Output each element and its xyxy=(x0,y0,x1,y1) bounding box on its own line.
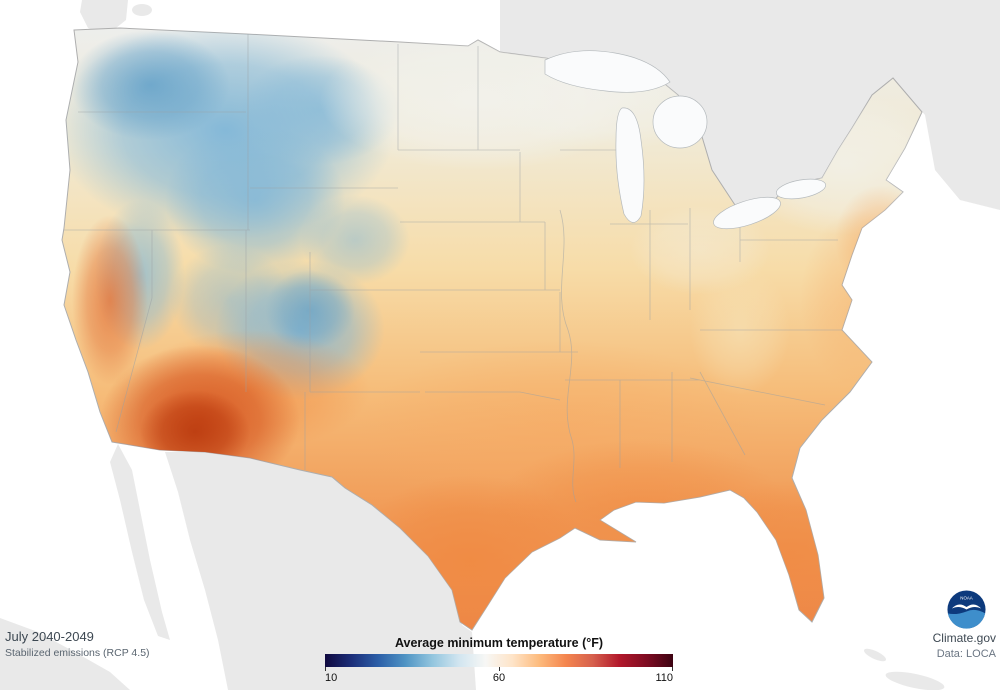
legend-title: Average minimum temperature (°F) xyxy=(394,636,604,650)
temperature-field xyxy=(62,28,922,630)
state-borders xyxy=(62,34,858,503)
lake-michigan xyxy=(615,107,645,223)
great-lakes xyxy=(544,50,827,230)
lake-erie xyxy=(713,196,781,230)
site-label: Climate.gov xyxy=(932,631,996,645)
legend: Average minimum temperature (°F) 10 60 1… xyxy=(325,636,673,686)
lake-superior xyxy=(544,50,671,93)
data-source-label: Data: LOCA xyxy=(936,647,996,660)
us-shape xyxy=(61,27,923,631)
colorbar xyxy=(325,654,673,671)
credit-block: Climate.gov Data: LOCA xyxy=(932,631,996,660)
lake-ontario xyxy=(775,178,827,200)
colorbar-tick-labels: 10 60 110 xyxy=(325,672,673,686)
tick-label-10: 10 xyxy=(325,672,338,684)
noaa-logo-text: NOAA xyxy=(960,596,972,601)
colorbar-tickmark xyxy=(672,667,673,671)
colorbar-tickmark xyxy=(325,667,326,671)
mexico-landmass xyxy=(0,444,945,690)
period-label: July 2040-2049 xyxy=(5,629,94,644)
noaa-logo-icon: NOAA xyxy=(947,590,986,629)
colorbar-tickmark xyxy=(499,667,500,671)
scenario-label: Stabilized emissions (RCP 4.5) xyxy=(5,647,150,660)
tick-label-110: 110 xyxy=(655,672,673,684)
tick-label-60: 60 xyxy=(492,672,506,684)
caption-block: July 2040-2049 Stabilized emissions (RCP… xyxy=(5,629,150,660)
canada-landmass xyxy=(80,0,1000,210)
lake-huron xyxy=(652,95,708,149)
